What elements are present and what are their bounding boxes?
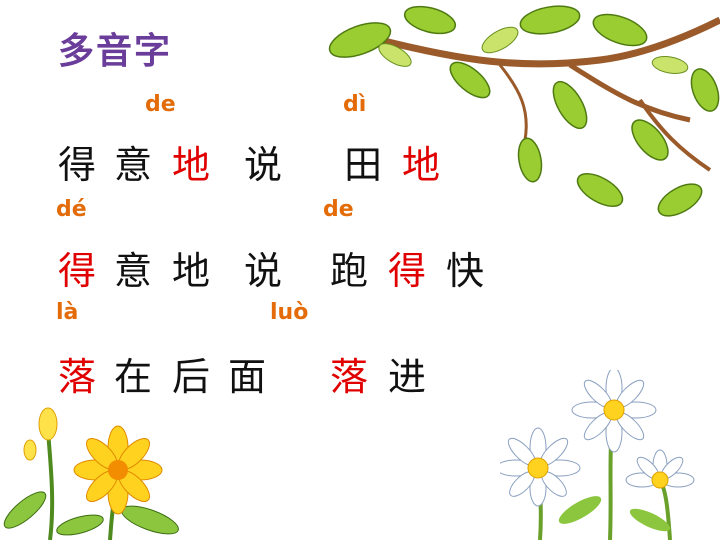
oak-branch-icon [328,5,720,217]
char-row1-6: 地 [402,143,441,187]
char-row1-5: 田 [344,143,383,187]
pinyin-row1-a: de [145,92,176,117]
char-row1-1: 得 [58,143,97,187]
char-row3-6: 进 [388,355,427,399]
char-row3-5: 落 [330,355,369,399]
char-row2-1: 得 [58,249,97,293]
daisy-icon [500,370,695,540]
pinyin-row3-b: luò [270,300,309,325]
char-row2-6: 得 [388,249,427,293]
pinyin-row1-b: dì [343,92,367,117]
char-row1-2: 意 [114,143,153,187]
char-row1-3: 地 [172,143,211,187]
char-row2-3: 地 [172,249,211,293]
char-row2-2: 意 [114,249,153,293]
char-row3-3: 后 [172,355,211,399]
yellow-flower-icon [3,407,179,540]
char-row2-4: 说 [244,249,283,293]
pinyin-row2-b: de [323,197,354,222]
char-row1-4: 说 [244,143,283,187]
char-row2-7: 快 [446,249,485,293]
char-row2-5: 跑 [330,249,369,293]
char-row3-4: 面 [228,355,267,399]
pinyin-row3-a: là [56,300,79,325]
char-row3-1: 落 [58,355,97,399]
char-row3-2: 在 [114,355,153,399]
page-title: 多音字 [58,31,173,72]
pinyin-row2-a: dé [56,197,87,222]
